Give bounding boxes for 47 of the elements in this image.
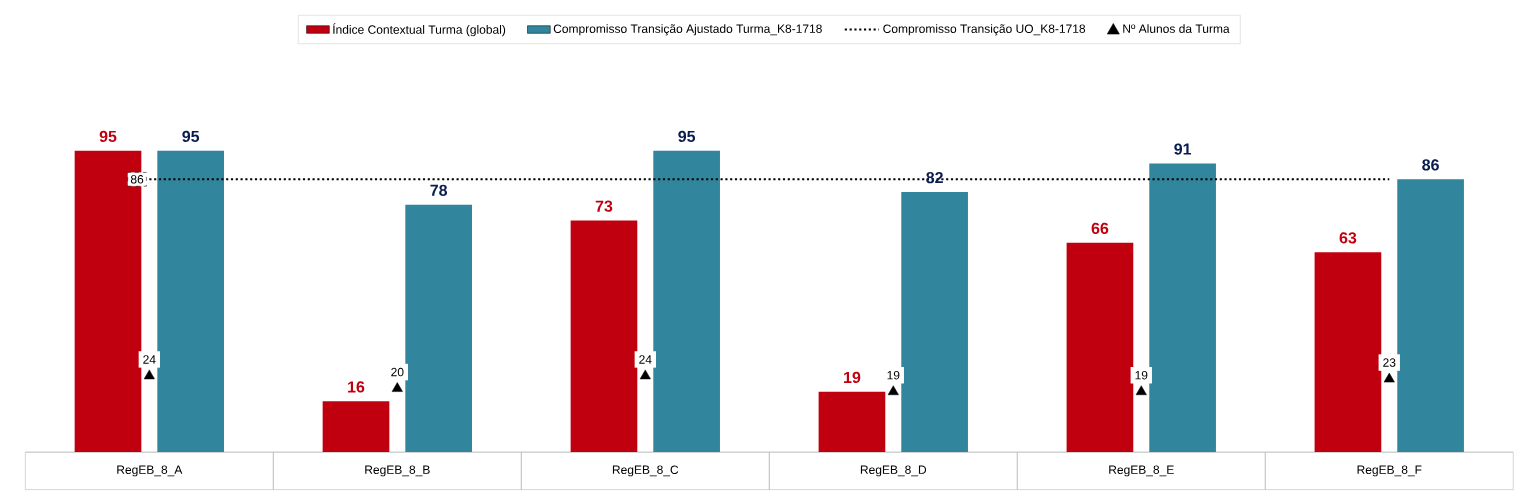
point (887, 385, 899, 396)
legend-label: Nº Alunos da Turma (1123, 24, 1230, 33)
data-label: 91 (1174, 143, 1192, 155)
data-label: 19 (844, 371, 861, 384)
bar (818, 391, 886, 452)
data-label: 95 (182, 130, 200, 143)
point (143, 369, 155, 380)
data-label: 73 (595, 200, 613, 212)
x-tick-label: RegEB_8_A (117, 465, 183, 477)
legend-label: Compromisso Transição UO_K8-1718 (883, 24, 1086, 36)
bar (1397, 179, 1464, 452)
data-label: 82 (926, 171, 943, 184)
data-label: 20 (391, 367, 404, 377)
point (1383, 372, 1395, 383)
data-label: 95 (678, 130, 696, 143)
x-tick-label: RegEB_8_F (1357, 465, 1422, 477)
bar (901, 191, 968, 452)
point (639, 369, 651, 380)
data-label: 24 (639, 355, 652, 364)
legend-label: Índice Contextual Turma (global) (333, 23, 506, 37)
point (391, 382, 403, 392)
bar (1149, 163, 1216, 452)
x-tick-label: RegEB_8_B (365, 465, 430, 477)
bar (405, 204, 472, 452)
x-tick-label: RegEB_8_C (612, 465, 679, 477)
data-label: 95 (99, 130, 117, 143)
bar (157, 150, 224, 452)
data-label: 86 (130, 175, 144, 184)
bar (653, 150, 720, 452)
bar (570, 220, 638, 452)
data-label: 16 (348, 381, 365, 393)
bar (1066, 242, 1134, 452)
legend-label: Compromisso Transição Ajustado Turma_K8-1718 (553, 24, 822, 36)
bar (322, 401, 390, 452)
bar (74, 150, 142, 452)
data-label: 23 (1383, 358, 1396, 367)
data-label: 86 (1422, 159, 1439, 171)
point (1135, 385, 1147, 396)
data-label: 24 (143, 355, 156, 364)
data-label: 63 (1339, 232, 1357, 244)
data-label: 78 (430, 184, 448, 196)
data-label: 66 (1091, 222, 1109, 234)
data-label: 19 (887, 370, 900, 380)
data-label: 19 (1135, 370, 1148, 380)
x-tick-label: RegEB_8_D (860, 465, 927, 477)
x-tick-label: RegEB_8_E (1109, 465, 1174, 477)
bar (1314, 252, 1382, 452)
